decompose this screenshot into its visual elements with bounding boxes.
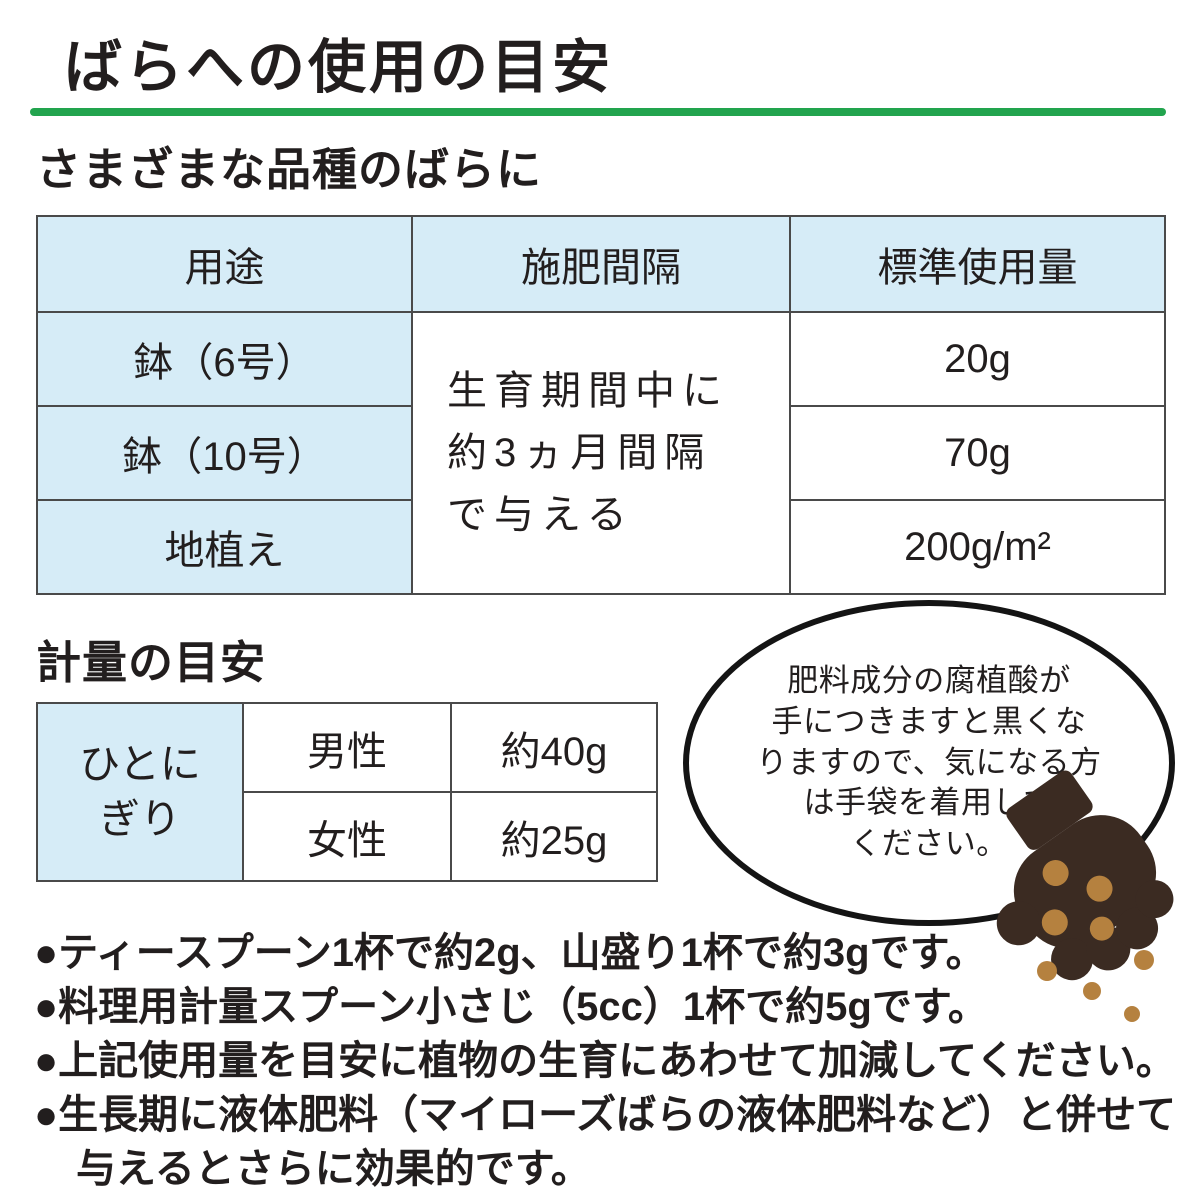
- usage-header-amount: 標準使用量: [789, 215, 1166, 313]
- measure-cell-male: 男性: [242, 702, 452, 793]
- usage-row-pot6: 鉢（6号） 生育期間中に 約3ヵ月間隔 で与える 20g: [36, 311, 1166, 595]
- usage-cell-interval-note: 生育期間中に 約3ヵ月間隔 で与える: [411, 311, 791, 595]
- usage-table: 用途 施肥間隔 標準使用量 鉢（6号） 生育期間中に 約3ヵ月間隔 で与える 2…: [36, 215, 1166, 595]
- measure-row-male: ひとに ぎり 男性 約40g: [36, 702, 658, 882]
- usage-cell-pot10: 鉢（10号）: [36, 405, 413, 501]
- gloved-hand-scattering-granules-icon: [996, 770, 1174, 1022]
- note-adjust-amount: ●上記使用量を目安に植物の生育にあわせて加減してください。: [34, 1039, 1176, 1083]
- usage-cell-pot10-amount: 70g: [789, 405, 1166, 501]
- usage-row-pot10: 鉢（10号） 70g: [36, 405, 1166, 501]
- measure-row-female: 女性 約25g: [37, 791, 658, 882]
- section-heading-varieties: さまざまな品種のばらに: [36, 144, 543, 195]
- usage-cell-ground: 地植え: [36, 499, 413, 595]
- measure-cell-female-amount: 約25g: [450, 791, 658, 882]
- page-title: ばらへの使用の目安: [64, 35, 614, 100]
- note-teaspoon: ●ティースプーン1杯で約2g、山盛り1杯で約3gです。: [34, 931, 986, 975]
- note-measuring-spoon: ●料理用計量スプーン小さじ（5cc）1杯で約5gです。: [34, 985, 988, 1029]
- section-heading-measure: 計量の目安: [36, 637, 267, 688]
- usage-cell-pot6-amount: 20g: [789, 311, 1166, 407]
- usage-table-header-row: 用途 施肥間隔 標準使用量: [36, 215, 1166, 313]
- title-underline: [30, 108, 1166, 116]
- usage-cell-pot6: 鉢（6号）: [36, 311, 413, 407]
- usage-header-use: 用途: [36, 215, 413, 313]
- measure-cell-handful: ひとに ぎり: [36, 702, 244, 882]
- notes-list: ●ティースプーン1杯で約2g、山盛り1杯で約3gです。 ●料理用計量スプーン小さ…: [34, 926, 1189, 1196]
- measure-cell-male-amount: 約40g: [450, 702, 658, 793]
- note-liquid-fertilizer: ●生長期に液体肥料（マイローズばらの液体肥料など）と併せて 与えるとさらに効果的…: [34, 1093, 1177, 1191]
- usage-header-interval: 施肥間隔: [411, 215, 791, 313]
- measure-cell-female: 女性: [242, 791, 452, 882]
- measure-table: ひとに ぎり 男性 約40g 女性 約25g: [36, 702, 658, 882]
- usage-cell-ground-amount: 200g/m²: [789, 499, 1166, 595]
- speech-bubble-text: 肥料成分の腐植酸が 手につきますと黒くな りますので、気になる方 は手袋を着用し…: [756, 662, 1102, 862]
- usage-row-ground: 地植え 200g/m²: [36, 499, 1166, 595]
